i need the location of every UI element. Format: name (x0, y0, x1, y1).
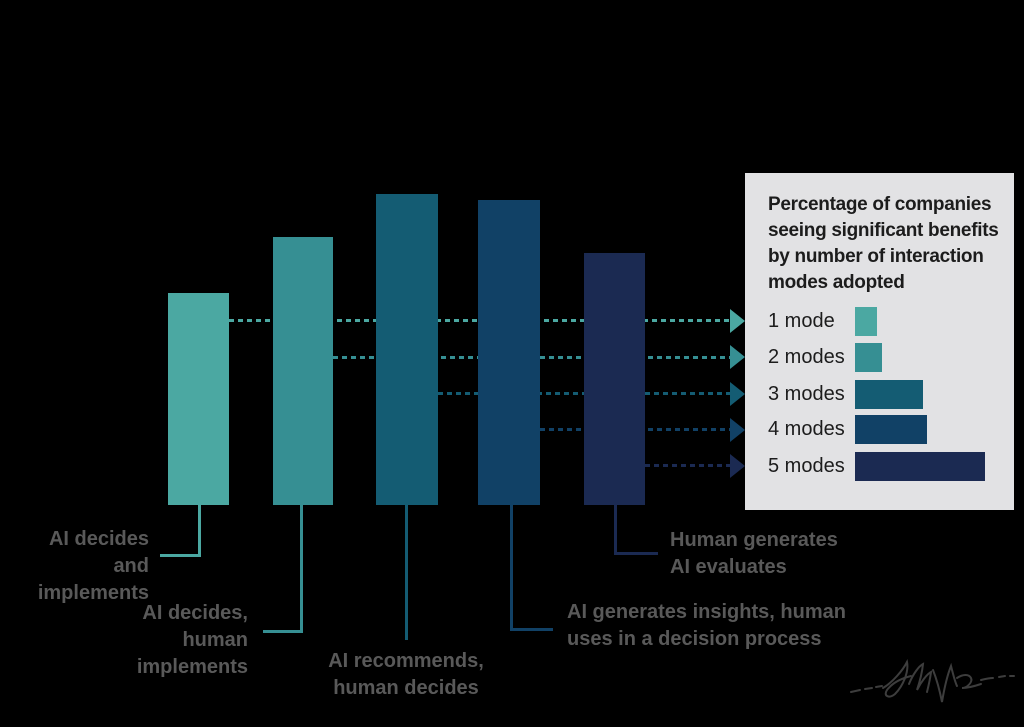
legend-bar-2-modes (855, 343, 882, 372)
label-human-generates-ai-evaluates: Human generates AI evaluates (670, 529, 838, 578)
legend-row-2-modes: 2 modes (745, 343, 1014, 372)
bar-human-generates-ai-evaluates (584, 253, 645, 505)
legend-bar-5-modes (855, 452, 985, 481)
bar-ai-recommends-human-decides (376, 194, 438, 505)
legend-label-4-modes: 4 modes (768, 418, 845, 440)
connector-4-vertical (510, 505, 513, 631)
artist-signature-icon (850, 658, 1015, 703)
label-ai-decides-human-implements: AI decides, human implements (136, 602, 248, 678)
arrowhead-2-modes-icon (730, 345, 745, 369)
label-ai-decides-and-implements: AI decides and implements (37, 528, 149, 604)
legend-label-5-modes: 5 modes (768, 455, 845, 477)
connector-3-vertical (405, 505, 408, 640)
legend-bar-4-modes (855, 415, 927, 444)
bar-ai-decides-and-implements (168, 293, 229, 505)
legend-label-2-modes: 2 modes (768, 346, 845, 368)
legend-panel: Percentage of companies seeing significa… (745, 173, 1014, 510)
connector-1-horizontal (160, 554, 201, 557)
bar-ai-generates-insights (478, 200, 540, 505)
legend-row-3-modes: 3 modes (745, 380, 1014, 409)
legend-row-5-modes: 5 modes (745, 452, 1014, 481)
legend-bar-1-mode (855, 307, 877, 336)
legend-row-4-modes: 4 modes (745, 415, 1014, 444)
dashed-arrow-5-modes (645, 464, 730, 467)
connector-5-vertical (614, 505, 617, 555)
legend-title: Percentage of companies seeing significa… (768, 194, 999, 293)
label-ai-generates-insights: AI generates insights, human uses in a d… (567, 601, 846, 650)
legend-row-1-mode: 1 mode (745, 307, 1014, 336)
bar-ai-decides-human-implements (273, 237, 333, 505)
legend-label-1-mode: 1 mode (768, 310, 835, 332)
legend-bar-3-modes (855, 380, 923, 409)
legend-label-3-modes: 3 modes (768, 383, 845, 405)
arrowhead-5-modes-icon (730, 454, 745, 478)
connector-5-horizontal (614, 552, 658, 555)
connector-4-horizontal (510, 628, 553, 631)
label-ai-recommends-human-decides: AI recommends, human decides (328, 650, 484, 699)
connector-1-vertical (198, 505, 201, 557)
arrowhead-1-mode-icon (730, 309, 745, 333)
arrowhead-3-modes-icon (730, 382, 745, 406)
connector-2-horizontal (263, 630, 303, 633)
arrowhead-4-modes-icon (730, 418, 745, 442)
connector-2-vertical (300, 505, 303, 633)
